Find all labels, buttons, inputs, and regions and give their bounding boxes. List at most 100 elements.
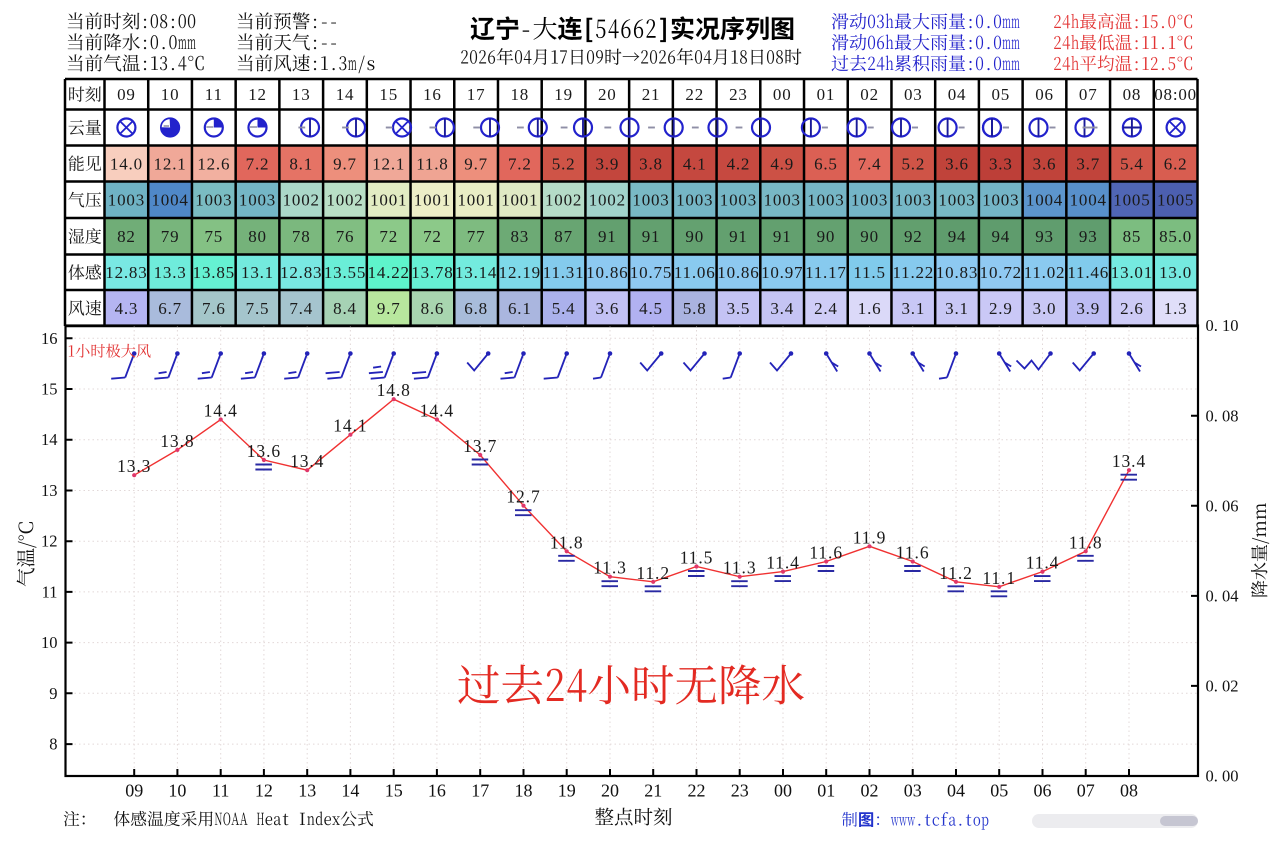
svg-text:12.1: 12.1 [154, 154, 187, 173]
svg-text:21: 21 [644, 781, 662, 801]
svg-text:11.8: 11.8 [416, 154, 448, 173]
svg-text:0. 08: 0. 08 [1206, 406, 1239, 425]
svg-text:83: 83 [510, 227, 529, 246]
svg-text:10.83: 10.83 [936, 263, 978, 282]
svg-text:11.6: 11.6 [809, 543, 843, 563]
svg-text:6.2: 6.2 [1164, 154, 1188, 173]
svg-text:3.9: 3.9 [1076, 299, 1100, 318]
svg-text:1003: 1003 [807, 191, 844, 210]
svg-text:10.86: 10.86 [586, 263, 628, 282]
svg-text:1003: 1003 [895, 191, 932, 210]
svg-text:1003: 1003 [720, 191, 757, 210]
svg-text:91: 91 [773, 227, 792, 246]
svg-text:85.0: 85.0 [1159, 227, 1192, 246]
svg-text:08: 08 [1123, 85, 1142, 104]
svg-text:13.14: 13.14 [455, 263, 497, 282]
svg-text:72: 72 [379, 227, 398, 246]
svg-text:1001: 1001 [414, 191, 451, 210]
svg-text:11.02: 11.02 [1024, 263, 1066, 282]
svg-text:10: 10 [41, 633, 58, 652]
svg-text:14.0: 14.0 [110, 154, 143, 173]
svg-text:8.1: 8.1 [289, 154, 313, 173]
svg-text:4.9: 4.9 [770, 154, 794, 173]
svg-text:1004: 1004 [1070, 191, 1107, 210]
svg-text:04: 04 [947, 781, 965, 801]
svg-text:7.2: 7.2 [508, 154, 532, 173]
svg-text:11.9: 11.9 [853, 527, 887, 547]
svg-text:3.1: 3.1 [901, 299, 925, 318]
svg-text:18: 18 [510, 85, 529, 104]
svg-text:9.7: 9.7 [464, 154, 488, 173]
svg-text:10: 10 [161, 85, 180, 104]
svg-text:09: 09 [125, 781, 143, 801]
svg-text:8.4: 8.4 [333, 299, 357, 318]
svg-text:11: 11 [42, 582, 58, 601]
svg-text:75: 75 [204, 227, 223, 246]
svg-text:90: 90 [817, 227, 836, 246]
svg-text:10.75: 10.75 [630, 263, 672, 282]
svg-text:0. 04: 0. 04 [1206, 586, 1239, 605]
svg-text:3.1: 3.1 [945, 299, 969, 318]
svg-text:15: 15 [41, 380, 58, 399]
svg-text:2.4: 2.4 [814, 299, 838, 318]
svg-text:11: 11 [205, 85, 223, 104]
svg-text:6.7: 6.7 [158, 299, 182, 318]
svg-text:7.5: 7.5 [246, 299, 270, 318]
svg-text:2.9: 2.9 [989, 299, 1013, 318]
svg-text:05: 05 [991, 85, 1010, 104]
svg-text:72: 72 [423, 227, 442, 246]
svg-text:11.2: 11.2 [939, 563, 973, 583]
svg-text:1004: 1004 [1026, 191, 1063, 210]
svg-text:11.8: 11.8 [1069, 532, 1103, 552]
svg-text:92: 92 [904, 227, 923, 246]
svg-text:94: 94 [948, 227, 967, 246]
svg-text:9.7: 9.7 [333, 154, 357, 173]
svg-text:17: 17 [471, 781, 489, 801]
svg-text:15: 15 [379, 85, 398, 104]
svg-text:16: 16 [423, 85, 442, 104]
svg-text:13.7: 13.7 [463, 436, 497, 456]
svg-text:11.06: 11.06 [674, 263, 716, 282]
svg-text:14: 14 [41, 430, 58, 449]
svg-text:91: 91 [729, 227, 748, 246]
svg-text:22: 22 [685, 85, 704, 104]
svg-text:0. 02: 0. 02 [1206, 676, 1239, 695]
svg-text:91: 91 [642, 227, 661, 246]
svg-text:14.8: 14.8 [377, 380, 411, 400]
svg-text:11.22: 11.22 [892, 263, 934, 282]
svg-text:11.6: 11.6 [896, 543, 930, 563]
svg-text:94: 94 [991, 227, 1010, 246]
svg-text:6.5: 6.5 [814, 154, 838, 173]
svg-text:3.6: 3.6 [945, 154, 969, 173]
svg-text:11.1: 11.1 [982, 568, 1016, 588]
svg-text:01: 01 [817, 781, 835, 801]
svg-text:03: 03 [904, 781, 922, 801]
svg-text:07: 07 [1077, 781, 1095, 801]
svg-text:12.7: 12.7 [506, 487, 540, 507]
svg-text:90: 90 [860, 227, 879, 246]
svg-text:16: 16 [41, 329, 58, 348]
svg-text:14: 14 [341, 781, 359, 801]
svg-text:11.5: 11.5 [853, 263, 885, 282]
svg-text:3.9: 3.9 [595, 154, 619, 173]
svg-text:10.72: 10.72 [980, 263, 1022, 282]
svg-text:79: 79 [161, 227, 180, 246]
svg-text:78: 78 [292, 227, 311, 246]
svg-text:8: 8 [49, 735, 57, 754]
svg-text:76: 76 [336, 227, 355, 246]
svg-text:3.3: 3.3 [989, 154, 1013, 173]
svg-text:11.5: 11.5 [680, 548, 714, 568]
svg-text:10.86: 10.86 [717, 263, 759, 282]
svg-text:15: 15 [385, 781, 403, 801]
svg-text:3.7: 3.7 [1076, 154, 1100, 173]
svg-text:12.1: 12.1 [372, 154, 405, 173]
svg-text:3.0: 3.0 [1033, 299, 1057, 318]
svg-text:11.46: 11.46 [1067, 263, 1109, 282]
svg-text:11.3: 11.3 [723, 558, 757, 578]
svg-text:1003: 1003 [239, 191, 276, 210]
svg-text:3.5: 3.5 [727, 299, 751, 318]
svg-text:1003: 1003 [851, 191, 888, 210]
svg-text:13: 13 [41, 481, 58, 500]
svg-text:06: 06 [1035, 85, 1054, 104]
svg-text:10: 10 [168, 781, 186, 801]
